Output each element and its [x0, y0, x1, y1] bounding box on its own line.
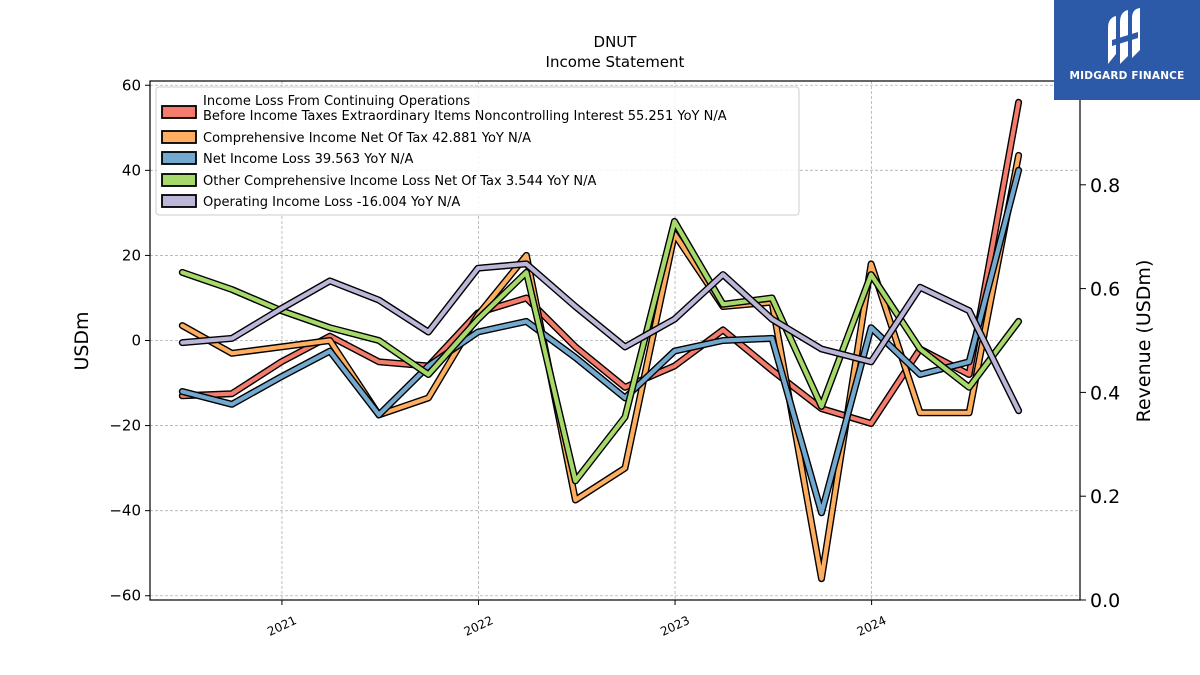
y2-tick-label: 0.0: [1090, 590, 1120, 612]
x-tick-label: 2022: [462, 613, 496, 639]
y-tick-label: −40: [109, 502, 141, 520]
x-axis: 2021 2022 2023 2024: [265, 600, 888, 639]
series-line-3: [180, 168, 1021, 515]
y2-tick-label: 0.8: [1090, 175, 1120, 197]
y-tick-label: −60: [109, 587, 141, 605]
legend-label: Other Comprehensive Income Loss Net Of T…: [203, 174, 597, 189]
brand-logo-mark: [1108, 8, 1140, 64]
y-axis: −60 −40 −20 0 20 40 60: [109, 76, 150, 605]
y-tick-label: −20: [109, 417, 141, 435]
y-axis-label: USDm: [71, 311, 93, 370]
y-tick-label: 60: [122, 76, 141, 94]
legend: Income Loss From Continuing Operations Be…: [155, 86, 800, 216]
legend-label: Income Loss From Continuing Operations Be…: [203, 94, 727, 124]
x-tick-label: 2024: [855, 613, 889, 639]
legend-swatch: [161, 151, 197, 165]
x-tick-label: 2021: [265, 613, 299, 639]
chart-title: DNUT: [594, 33, 638, 51]
y2-axis: 0.0 0.2 0.4 0.6 0.8: [1080, 175, 1120, 612]
series-line-4: [180, 219, 1021, 483]
y-tick-label: 0: [131, 332, 141, 350]
y2-tick-label: 0.2: [1090, 486, 1120, 508]
y2-tick-label: 0.6: [1090, 279, 1120, 301]
chart-subtitle: Income Statement: [546, 53, 685, 71]
legend-swatch: [161, 130, 197, 144]
y2-axis-label: Revenue (USDm): [1133, 260, 1155, 423]
x-tick-label: 2023: [658, 613, 692, 639]
y-tick-label: 40: [122, 161, 141, 179]
series-line-5: [180, 261, 1021, 413]
legend-box: [155, 86, 800, 216]
series-layer: [178, 98, 1023, 583]
y2-tick-label: 0.4: [1090, 382, 1120, 404]
legend-label: Operating Income Loss -16.004 YoY N/A: [203, 195, 460, 210]
y-tick-label: 20: [122, 246, 141, 264]
legend-label: Net Income Loss 39.563 YoY N/A: [203, 152, 414, 167]
legend-label: Comprehensive Income Net Of Tax 42.881 Y…: [203, 131, 531, 146]
brand-logo-text: MIDGARD FINANCE: [1069, 70, 1185, 82]
legend-swatch: [161, 105, 197, 119]
brand-logo: MIDGARD FINANCE: [1054, 0, 1200, 100]
legend-swatch: [161, 173, 197, 187]
legend-swatch: [161, 194, 197, 208]
